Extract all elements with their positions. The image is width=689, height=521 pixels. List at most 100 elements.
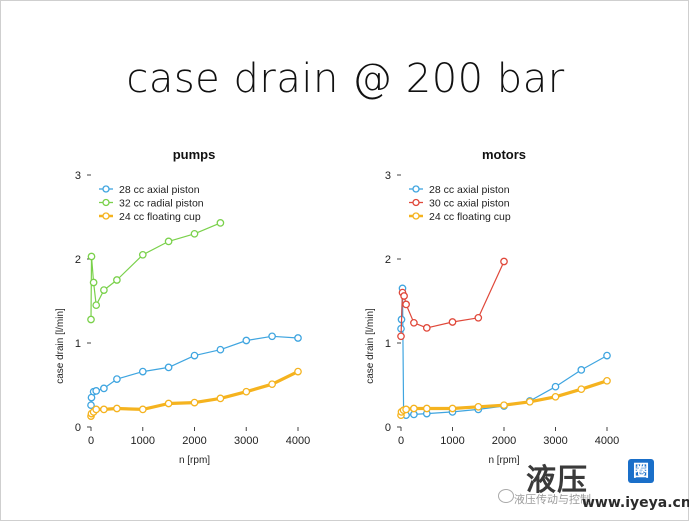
- pumps-ylabel: case drain [l/min]: [55, 308, 66, 384]
- motors-data-point: [402, 300, 410, 309]
- motors-series-3: [397, 376, 611, 420]
- pumps-data-point: [138, 367, 147, 376]
- pumps-data-point: [216, 345, 225, 354]
- motors-data-point: [422, 324, 431, 332]
- motors-data-point: [410, 318, 418, 327]
- motors-data-point: [577, 385, 586, 394]
- motors-legend-marker: [412, 185, 420, 193]
- motors-data-point: [500, 257, 508, 266]
- pumps-legend-entry: 32 cc radial piston: [119, 198, 204, 210]
- pumps-legend-marker: [102, 212, 110, 220]
- pumps-legend-entry: 28 cc axial piston: [119, 184, 200, 196]
- motors-xtick-label: 4000: [595, 435, 619, 447]
- motors-xtick-label: 3000: [543, 435, 567, 447]
- pumps-data-point: [89, 278, 98, 287]
- motors-data-point: [577, 366, 586, 374]
- motors-data-point: [500, 401, 508, 410]
- pumps-series-line: [89, 370, 299, 417]
- motors-series-line: [400, 287, 608, 416]
- motors-data-point: [474, 313, 483, 322]
- motors-legend-entry: 24 cc floating cup: [429, 211, 511, 223]
- pumps-ytick-label: 3: [75, 170, 81, 182]
- pumps-data-point: [268, 380, 276, 389]
- slide-title: case drain @ 200 bar: [126, 56, 565, 102]
- pumps-xtick-label: 2000: [182, 435, 206, 447]
- pumps-xtick-label: 4000: [286, 435, 310, 447]
- motors-data-point: [422, 404, 431, 413]
- motors-data-point: [397, 332, 405, 341]
- motors-legend-marker: [412, 198, 420, 207]
- pumps-xlabel: n [rpm]: [179, 455, 210, 466]
- pumps-data-point: [100, 405, 108, 414]
- pumps-legend-marker: [102, 198, 110, 207]
- watermark-brand: 液压: [526, 463, 588, 498]
- pumps-data-point: [138, 250, 147, 259]
- pumps-data-point: [87, 315, 95, 324]
- motors-data-point: [410, 404, 418, 413]
- pumps-data-point: [87, 252, 96, 261]
- pumps-legend-entry: 24 cc floating cup: [119, 211, 201, 223]
- pumps-data-point: [113, 375, 121, 383]
- motors-xtick-label: 0: [398, 435, 404, 447]
- motors-legend-entry: 28 cc axial piston: [429, 184, 510, 196]
- watermark-badge: 圈: [628, 459, 654, 483]
- watermark-url: www.iyeya.cn: [582, 495, 689, 511]
- pumps-data-point: [92, 387, 101, 395]
- motors-ytick-label: 0: [385, 422, 391, 434]
- motors-ytick-label: 3: [385, 170, 391, 182]
- motors-data-point: [402, 405, 410, 414]
- pumps-data-point: [92, 301, 101, 310]
- pumps-series-line: [90, 222, 221, 320]
- watermark-subtitle: 液压传动与控制: [514, 493, 591, 506]
- motors-data-point: [400, 292, 408, 300]
- motors-xtick-label: 1000: [440, 435, 464, 447]
- pumps-data-point: [190, 229, 199, 238]
- wechat-icon: [498, 489, 514, 503]
- motors-data-point: [474, 402, 483, 411]
- pumps-data-point: [242, 336, 251, 345]
- pumps-data-point: [268, 332, 276, 341]
- pumps-data-point: [190, 351, 199, 360]
- pumps-series-line: [90, 335, 299, 406]
- pumps-legend-marker: [102, 185, 110, 193]
- pumps-data-point: [113, 404, 121, 413]
- motors-legend-marker: [412, 212, 420, 220]
- pumps-data-point: [242, 387, 251, 396]
- pumps-data-point: [216, 394, 225, 403]
- pumps-xtick-label: 3000: [234, 435, 258, 447]
- pumps-ytick-label: 1: [75, 338, 81, 350]
- motors-legend-entry: 30 cc axial piston: [429, 198, 510, 210]
- motors-data-point: [448, 318, 457, 326]
- motors-data-point: [448, 404, 457, 413]
- motors-series-line: [399, 379, 608, 416]
- motors-ylabel: case drain [l/min]: [365, 308, 376, 384]
- pumps-data-point: [164, 363, 173, 372]
- pumps-data-point: [100, 384, 108, 393]
- pumps-data-point: [100, 286, 108, 294]
- pumps-series-2: [87, 219, 225, 324]
- pumps-data-point: [294, 367, 302, 376]
- motors-xtick-label: 2000: [492, 435, 516, 447]
- motors-ytick-label: 1: [385, 338, 391, 350]
- pumps-data-point: [92, 405, 101, 414]
- pumps-data-point: [216, 219, 225, 227]
- watermark: 液压 圈 液压传动与控制 www.iyeya.cn: [498, 455, 689, 515]
- pumps-xtick-label: 1000: [131, 435, 155, 447]
- pumps-title: pumps: [173, 147, 216, 162]
- pumps-data-point: [113, 276, 121, 284]
- motors-ytick-label: 2: [385, 254, 391, 266]
- motors-chart: motors 0 1 2 3 0 1000 2000 3000 4000 n [rpm] case d…: [365, 147, 619, 466]
- pumps-chart: pumps 0 1 2 3 0 1000 2000 3000 4000 n [rpm] case dr…: [55, 147, 310, 466]
- motors-data-point: [603, 351, 611, 360]
- pumps-data-point: [87, 401, 95, 410]
- pumps-data-point: [164, 237, 173, 246]
- pumps-data-point: [294, 334, 302, 342]
- pumps-data-point: [190, 398, 199, 407]
- pumps-xtick-label: 0: [88, 435, 94, 447]
- pumps-series-3: [87, 367, 302, 420]
- pumps-data-point: [164, 399, 173, 408]
- motors-data-point: [551, 392, 560, 401]
- motors-xlabel: n [rpm]: [488, 455, 519, 466]
